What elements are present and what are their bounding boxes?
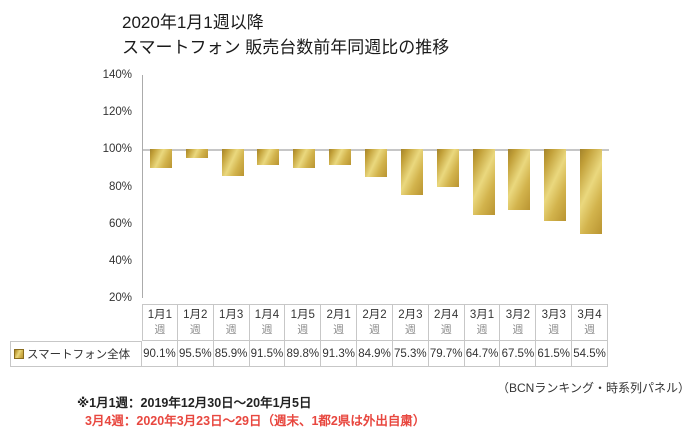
column-header-1月1週: 1月1 週 (142, 304, 178, 341)
bar-1月3週 (221, 149, 244, 176)
column-header-week-suffix: 週 (261, 323, 273, 336)
bar-1月1週 (149, 149, 172, 168)
value-cell-3月1週: 64.7% (464, 341, 501, 367)
bar-2月1週 (329, 149, 352, 166)
column-header-week-suffix: 週 (297, 323, 309, 336)
bar-2月3週 (400, 149, 423, 196)
bar-1月2週 (185, 149, 208, 158)
column-header-3月4週: 3月4 週 (572, 304, 608, 341)
bar-3月3週 (544, 149, 567, 221)
value-cell-2月2週: 84.9% (357, 341, 393, 367)
column-header-week-suffix: 週 (333, 323, 345, 336)
column-header-3月1週: 3月1 週 (464, 304, 501, 341)
column-header-month-week: 3月4 (577, 308, 602, 321)
column-header-week-suffix: 週 (189, 323, 201, 336)
column-header-1月3週: 1月3 週 (213, 304, 250, 341)
column-header-week-suffix: 週 (368, 323, 380, 336)
column-header-1月5週: 1月5 週 (285, 304, 322, 341)
column-header-2月3週: 2月3 週 (392, 304, 429, 341)
plot-area (142, 75, 609, 298)
column-header-1月4週: 1月4 週 (249, 304, 286, 341)
legend-cell: スマートフォン全体 (10, 341, 142, 367)
y-axis-tick-label: 140% (102, 69, 132, 81)
y-axis-tick-label: 80% (108, 180, 132, 193)
value-cell-1月3週: 85.9% (213, 341, 250, 367)
column-header-month-week: 1月1 (147, 308, 173, 321)
chart-title-line1: 2020年1月1週以降 (122, 13, 264, 32)
y-axis-labels: 140% 120% 100% 80% 60% 40% 20% (80, 69, 132, 304)
source-note: （BCNランキング・時系列パネル） (497, 381, 690, 395)
column-header-month-week: 2月4 (434, 308, 459, 321)
y-axis-tick-label: 120% (102, 106, 132, 119)
value-cell-2月1週: 91.3% (321, 341, 358, 367)
value-cell-1月1週: 90.1% (142, 341, 178, 367)
legend-label: スマートフォン全体 (27, 349, 131, 361)
column-header-month-week: 2月2 (362, 308, 387, 321)
chart-title-line2: スマートフォン 販売台数前年同週比の推移 (122, 38, 450, 57)
column-header-3月2週: 3月2 週 (500, 304, 537, 341)
column-header-week-suffix: 週 (154, 323, 166, 336)
column-header-month-week: 1月4 (254, 308, 280, 321)
column-header-week-suffix: 週 (440, 323, 452, 336)
column-header-2月1週: 2月1 週 (321, 304, 358, 341)
data-table: 1月1 週 1月2 週 1月3 週 1月4 週 1月5 週 2月1 週 2月2 週 2月3 週 2月4 週 3月1 週… (10, 304, 608, 367)
bar-3月4週 (580, 149, 603, 234)
column-header-week-suffix: 週 (548, 323, 560, 336)
y-axis-tick-label: 20% (108, 292, 132, 304)
column-header-month-week: 1月5 (290, 308, 315, 321)
column-header-month-week: 1月3 (218, 308, 244, 321)
column-header-2月2週: 2月2 週 (357, 304, 393, 341)
column-header-week-suffix: 週 (512, 323, 524, 336)
value-cell-1月2週: 95.5% (177, 341, 214, 367)
table-corner-cell (10, 304, 142, 341)
value-cell-3月2週: 67.5% (500, 341, 537, 367)
column-header-week-suffix: 週 (404, 323, 416, 336)
bar-1月4週 (257, 149, 280, 166)
column-header-week-suffix: 週 (476, 323, 488, 336)
column-header-month-week: 3月2 (505, 308, 531, 321)
column-header-month-week: 3月3 (541, 308, 566, 321)
value-cell-1月4週: 91.5% (249, 341, 286, 367)
y-axis-tick-label: 100% (102, 143, 132, 156)
bar-3月1週 (472, 149, 495, 215)
y-axis-tick-label: 60% (108, 217, 132, 230)
value-cell-3月3週: 61.5% (536, 341, 573, 367)
y-axis-tick-label: 40% (108, 254, 132, 267)
column-header-1月2週: 1月2 週 (177, 304, 214, 341)
value-cell-2月4週: 79.7% (428, 341, 465, 367)
column-header-month-week: 2月3 (398, 308, 423, 321)
column-header-month-week: 3月1 (469, 308, 495, 321)
value-cell-2月3週: 75.3% (392, 341, 429, 367)
value-cell-3月4週: 54.5% (572, 341, 608, 367)
legend-swatch-icon (14, 349, 24, 359)
chart-title: 2020年1月1週以降 スマートフォン 販売台数前年同週比の推移 (122, 10, 449, 60)
column-header-week-suffix: 週 (584, 323, 596, 336)
bar-2月4週 (436, 149, 459, 188)
bar-3月2週 (508, 149, 531, 210)
column-header-2月4週: 2月4 週 (428, 304, 465, 341)
column-header-week-suffix: 週 (225, 323, 237, 336)
column-header-month-week: 2月1 (326, 308, 351, 321)
value-cell-1月5週: 89.8% (285, 341, 322, 367)
column-header-month-week: 1月2 (183, 308, 208, 321)
note-2: 3月4週：2020年3月23日～29日（週末、1都2県は外出自粛） (85, 414, 426, 428)
bar-2月2週 (365, 149, 387, 178)
column-header-3月3週: 3月3 週 (536, 304, 573, 341)
note-1: ※1月1週：2019年12月30日～20年1月5日 (77, 396, 312, 410)
bar-1月5週 (293, 149, 316, 169)
